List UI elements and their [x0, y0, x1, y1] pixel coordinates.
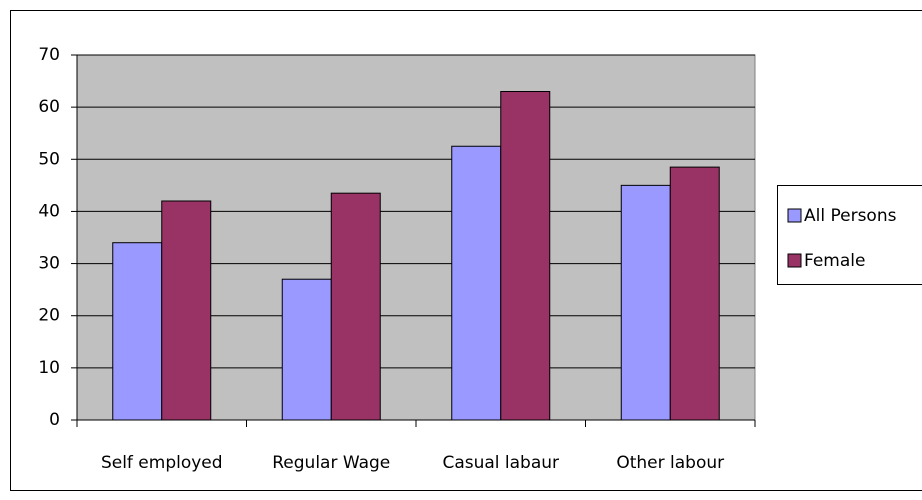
y-tick-label: 60 — [38, 97, 60, 117]
legend-swatch — [787, 208, 802, 223]
y-tick-label: 70 — [38, 45, 60, 65]
bar — [669, 166, 720, 421]
legend-box — [777, 185, 922, 285]
x-tick-label: Other labour — [616, 453, 724, 473]
y-tick-label: 10 — [38, 358, 60, 378]
bar — [330, 192, 381, 421]
y-tick-label: 50 — [38, 149, 60, 169]
bar — [281, 278, 332, 421]
legend-swatch — [787, 253, 802, 268]
bar — [161, 200, 212, 421]
x-tick-label: Self employed — [101, 453, 223, 473]
bar — [620, 184, 671, 421]
bar — [112, 242, 163, 421]
x-tick-label: Casual labaur — [442, 453, 559, 473]
legend-label: Female — [804, 251, 865, 271]
bar — [451, 145, 502, 421]
y-tick-label: 20 — [38, 306, 60, 326]
y-tick-label: 40 — [38, 201, 60, 221]
y-tick-label: 30 — [38, 254, 60, 274]
x-tick-label: Regular Wage — [272, 453, 390, 473]
legend-label: All Persons — [804, 206, 897, 226]
y-tick-label: 0 — [49, 410, 60, 430]
bar — [500, 91, 551, 421]
